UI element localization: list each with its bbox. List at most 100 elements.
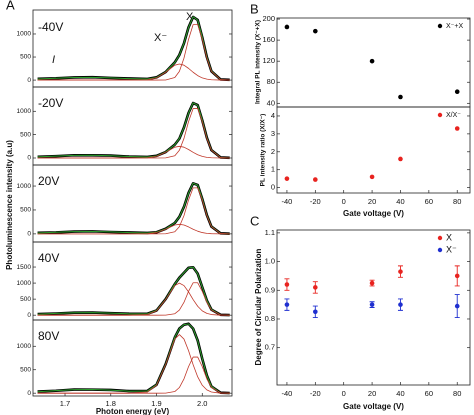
x-tick-label: 1.9 [151,399,161,408]
y-tick-label: 1 [271,165,275,174]
x-tick-label: 20 [368,389,376,398]
x-tick-label: 1.8 [106,399,116,408]
x-tick-label: 60 [425,197,433,206]
peak-annotation: I [52,54,55,66]
data-point [313,177,318,182]
x-tick-label: -40 [282,197,293,206]
legend-marker [437,235,443,241]
y-tick-label: 200 [262,14,275,23]
legend-marker [437,112,443,118]
y-tick-label: 0.7 [265,343,275,352]
plot-frame [276,229,471,386]
x-axis-label: Photon energy (eV) [96,407,170,415]
y-tick-label: 500 [20,131,31,138]
y-tick-label: 0 [27,77,31,84]
x-tick-label: 0 [342,197,346,206]
y-tick-label: 1000 [17,183,32,190]
data-point [454,273,460,279]
y-tick-label: 0 [27,231,31,238]
spectrum-line [37,223,230,235]
legend-label: X⁻ [446,244,457,254]
data-point [313,309,318,315]
data-point [454,89,460,95]
y-tick-label: 1000 [17,108,32,115]
y-tick-label: 160 [262,35,275,44]
peak-annotation: X [186,11,194,23]
x-tick-label: 40 [396,389,404,398]
spectrum-line [37,282,230,316]
x-axis-label: Gate voltage (V) [343,209,404,218]
y-tick-label: 0 [27,390,31,397]
x-axis-label: Gate voltage (V) [343,402,404,411]
y-tick-label: 0.9 [265,285,275,294]
legend-marker [437,247,443,253]
panel-label: C [250,213,259,228]
y-tick-label: 1.1 [265,228,275,237]
data-point [398,302,403,307]
plot-frame [32,319,233,397]
y-tick-label: 1.0 [265,257,275,266]
y-tick-label: 1000 [17,31,32,38]
y-tick-label: 500 [20,54,31,61]
panel-label: B [250,1,259,16]
x-tick-label: 40 [396,197,404,206]
data-point [313,28,318,34]
panel-label: A [6,0,15,12]
data-point [369,302,375,307]
x-tick-label: 20 [368,197,376,206]
y-tick-label: 3 [271,129,275,138]
voltage-label: 40V [38,251,59,265]
y-tick-label: 1000 [17,280,32,287]
data-point [369,280,375,286]
y-axis-label: Integral PL intensity (X⁻+X) [255,20,262,104]
x-tick-label: -40 [282,389,293,398]
legend-label: X⁻+X [446,23,463,30]
plot-frame [276,106,471,194]
x-tick-label: 60 [425,389,433,398]
y-tick-label: 40 [267,98,275,107]
data-point [313,285,318,290]
legend-label: X/X⁻ [446,112,461,119]
data-point [398,94,403,100]
voltage-label: -20V [38,96,63,110]
data-point [398,156,403,162]
data-point [369,174,375,180]
spectrum-line [37,145,230,159]
y-tick-label: 0 [27,312,31,319]
spectrum-line [37,266,230,316]
y-tick-label: 2 [271,147,275,156]
x-tick-label: 2.0 [197,399,207,408]
x-tick-label: 80 [453,197,461,206]
data-point [284,302,290,307]
spectrum-line [37,63,230,81]
data-point [284,176,290,181]
y-tick-label: 500 [20,207,31,214]
data-point [454,303,460,309]
y-tick-label: 120 [262,56,275,65]
spectrum-line [37,334,230,394]
y-tick-label: 0 [271,183,275,192]
voltage-label: -40V [38,20,63,34]
y-tick-label: 500 [20,296,31,303]
data-point [398,269,403,274]
y-tick-label: 0 [27,155,31,162]
data-point [284,24,290,30]
voltage-label: 80V [38,329,59,343]
y-tick-label: 500 [20,366,31,373]
x-tick-label: -20 [310,197,321,206]
y-tick-label: 1000 [17,343,32,350]
y-axis-label: Photoluminescence intensity (a.u) [5,140,14,270]
y-tick-label: 80 [267,77,275,86]
y-tick-label: 4 [271,111,275,120]
y-tick-label: 0.8 [265,314,275,323]
spectrum-line [37,323,230,394]
legend-label: X [446,232,452,242]
y-axis-label: PL intensity ratio (X/X⁻) [260,114,267,187]
peak-annotation: X⁻ [154,32,167,44]
voltage-label: 20V [38,174,59,188]
data-point [369,58,375,64]
x-tick-label: 0 [342,389,346,398]
x-tick-label: 1.7 [60,399,70,408]
